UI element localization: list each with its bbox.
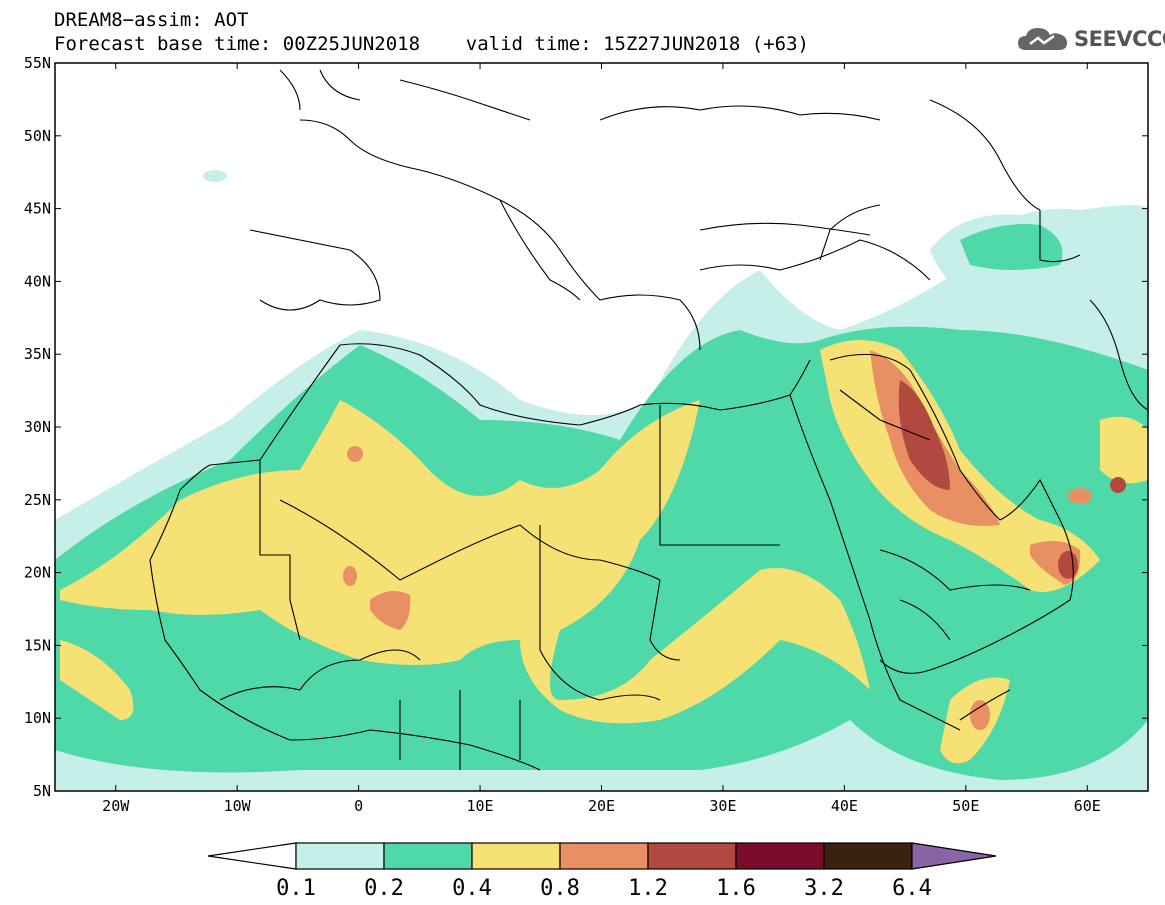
- lat-tick-label: 50N: [24, 127, 51, 145]
- forecast-times: Forecast base time: 00Z25JUN2018 valid t…: [54, 33, 809, 55]
- colorbar-bin: [647, 842, 737, 870]
- colorbar-bin: [559, 842, 649, 870]
- lat-tick-label: 15N: [24, 636, 51, 654]
- lat-tick-label: 25N: [24, 491, 51, 509]
- seevccc-logo: SEEVCCC: [1016, 24, 1165, 54]
- colorbar-label: 0.1: [276, 876, 316, 901]
- colorbar-label: 3.2: [804, 876, 844, 901]
- lon-tick-label: 50E: [952, 797, 979, 815]
- coastlines: [149, 69, 1148, 771]
- colorbar-label: 6.4: [892, 876, 932, 901]
- colorbar-label: 0.2: [364, 876, 404, 901]
- lon-tick-label: 40E: [831, 797, 858, 815]
- colorbar-bin: [383, 842, 473, 870]
- colorbar-bin: [823, 842, 913, 870]
- colorbar-label: 0.8: [540, 876, 580, 901]
- colorbar-bin: [735, 842, 825, 870]
- colorbar-bin: [471, 842, 561, 870]
- colorbar-arrow-low: [207, 842, 297, 870]
- lat-tick-label: 40N: [24, 272, 51, 290]
- longitude-axis: 20W 10W 0 10E 20E 30E 40E 50E 60E: [102, 63, 1101, 815]
- aot-contour-0.4: [60, 400, 870, 724]
- latitude-axis: 55N 50N 45N 40N 35N 30N 25N 20N 15N 10N 5N: [24, 54, 1148, 800]
- lat-tick-label: 35N: [24, 345, 51, 363]
- lat-tick-label: 45N: [24, 200, 51, 218]
- aot-field: [55, 63, 1148, 791]
- colorbar-label: 1.6: [716, 876, 756, 901]
- map-title: DREAM8−assim: AOT: [54, 9, 249, 31]
- lon-tick-label: 60E: [1074, 797, 1101, 815]
- cloud-icon: [1018, 28, 1067, 50]
- lon-tick-label: 20E: [588, 797, 615, 815]
- lon-tick-label: 20W: [102, 797, 130, 815]
- lon-tick-label: 10W: [224, 797, 252, 815]
- lon-tick-label: 0: [354, 797, 363, 815]
- lat-tick-label: 10N: [24, 709, 51, 727]
- colorbar-label: 1.2: [628, 876, 668, 901]
- colorbar-label: 0.4: [452, 876, 492, 901]
- aot-contour-1.2: [898, 380, 950, 490]
- colorbar-arrow-high: [911, 842, 997, 870]
- lat-tick-label: 20N: [24, 564, 51, 582]
- colorbar-bin: [295, 842, 385, 870]
- logo-text: SEEVCCC: [1074, 27, 1165, 51]
- lat-tick-label: 55N: [24, 54, 51, 72]
- lat-tick-label: 5N: [33, 782, 51, 800]
- lat-tick-label: 30N: [24, 418, 51, 436]
- lon-tick-label: 10E: [467, 797, 494, 815]
- lon-tick-label: 30E: [709, 797, 736, 815]
